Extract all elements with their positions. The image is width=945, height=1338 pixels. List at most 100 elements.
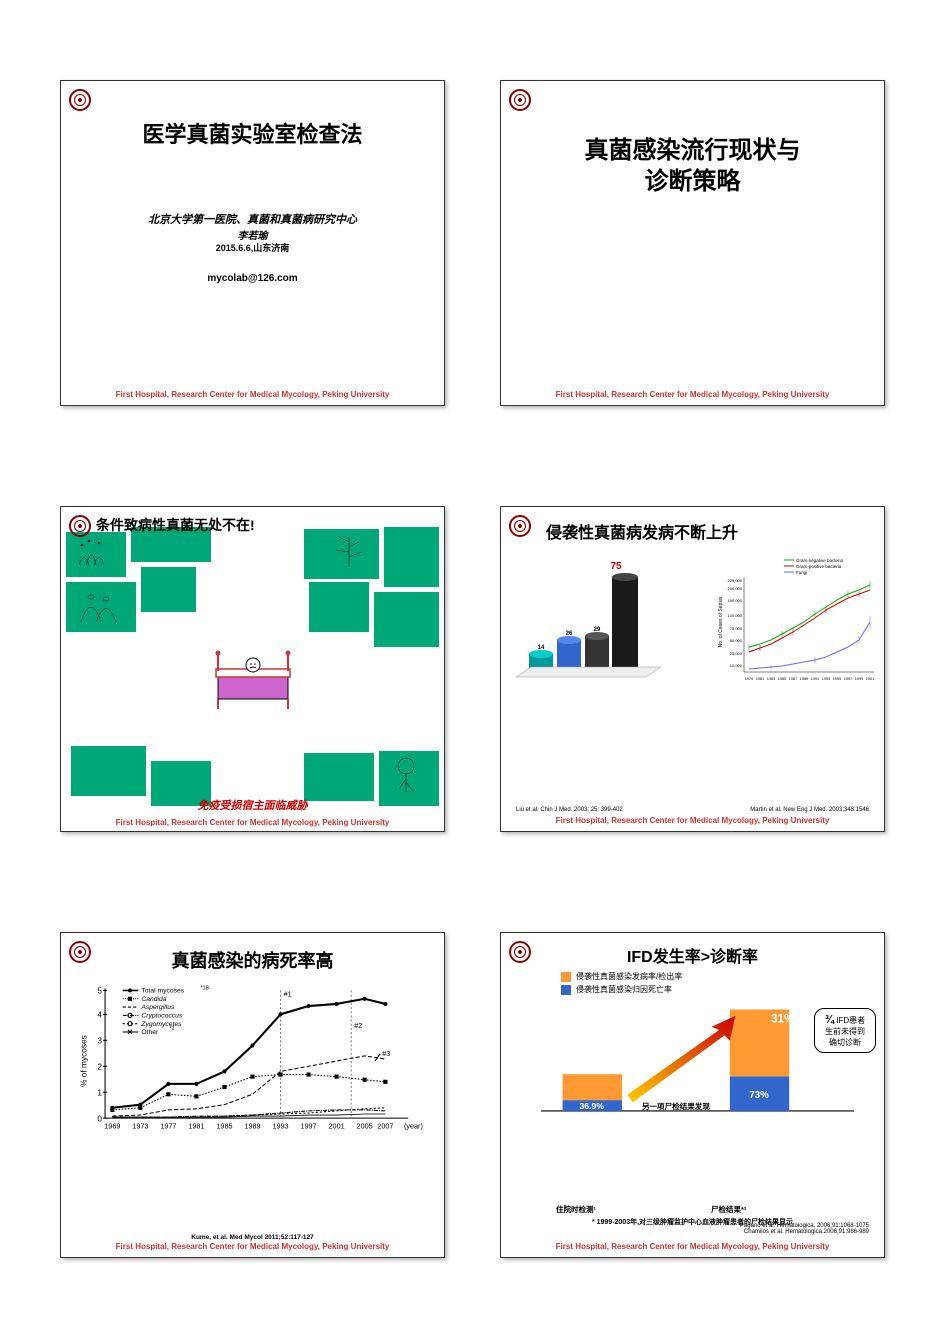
legend: Total mycoses*1B Candida Aspergillus Cry… — [123, 985, 210, 1036]
university-logo-icon — [69, 515, 91, 537]
svg-text:1985: 1985 — [778, 677, 786, 681]
svg-text:10,000: 10,000 — [730, 663, 743, 668]
footer: First Hospital, Research Center for Medi… — [61, 818, 444, 827]
footer: First Hospital, Research Center for Medi… — [501, 816, 884, 825]
svg-text:Total mycoses: Total mycoses — [141, 988, 184, 995]
svg-text:2001: 2001 — [866, 677, 874, 681]
svg-text:Zygomycetes: Zygomycetes — [140, 1021, 182, 1028]
svg-text:1997: 1997 — [300, 1122, 316, 1131]
svg-text:3: 3 — [97, 1035, 102, 1045]
slide3-title: 条件致病性真菌无处不在! — [96, 515, 255, 535]
svg-text:2007: 2007 — [377, 1122, 393, 1131]
slide3-warning: 免疫受损宿主面临威胁 — [198, 797, 308, 813]
slide6-bars: 36.9% 12.3% 73% 31% 另一项尸检结果发现 — [541, 1003, 854, 1122]
svg-text:Other: Other — [141, 1029, 159, 1036]
svg-text:50,000: 50,000 — [730, 638, 743, 643]
slide2-title-line1: 真菌感染流行现状与 — [501, 136, 884, 167]
svg-text:4: 4 — [97, 1009, 102, 1019]
svg-text:1973: 1973 — [132, 1122, 148, 1131]
svg-text:100,000: 100,000 — [728, 613, 743, 618]
svg-text:25,000: 25,000 — [730, 651, 743, 656]
svg-text:1993: 1993 — [272, 1122, 288, 1131]
university-logo-icon — [509, 515, 531, 537]
legend-label-1: 侵袭性真菌感染发病率/检出率 — [576, 971, 682, 982]
svg-text:200,000: 200,000 — [728, 586, 743, 591]
svg-text:(year): (year) — [404, 1122, 423, 1131]
svg-text:1977: 1977 — [160, 1122, 176, 1131]
footer: First Hospital, Research Center for Medi… — [501, 390, 884, 399]
footer: First Hospital, Research Center for Medi… — [501, 1242, 884, 1251]
svg-text:1995: 1995 — [833, 677, 841, 681]
svg-text:73%: 73% — [749, 1090, 769, 1101]
footer: First Hospital, Research Center for Medi… — [61, 1242, 444, 1251]
svg-text:29: 29 — [594, 627, 601, 633]
patient-bed-icon — [208, 639, 298, 709]
slide2-title: 真菌感染流行现状与 诊断策略 — [501, 136, 884, 198]
cite2: Chamilos et al. Hematologica.2006;91:986… — [740, 1229, 869, 1235]
svg-text:1985: 1985 — [216, 1122, 232, 1131]
slide-6: IFD发生率>诊断率 侵袭性真菌感染发病率/检出率 侵袭性真菌感染归因死亡率 3… — [500, 932, 885, 1258]
svg-text:1987: 1987 — [789, 677, 797, 681]
slide-2: 真菌感染流行现状与 诊断策略 First Hospital, Research … — [500, 80, 885, 406]
svg-text:1979: 1979 — [745, 677, 753, 681]
svg-text:#3: #3 — [382, 1049, 390, 1058]
line-gram-pos — [749, 590, 870, 652]
slide1-date: 2015.6.6,山东济南 — [61, 241, 444, 254]
svg-text:1969: 1969 — [104, 1122, 120, 1131]
university-logo-icon — [509, 89, 531, 111]
svg-text:150,000: 150,000 — [728, 598, 743, 603]
cite-left: Liu et al. Chin J Med. 2003; 25: 399-402 — [516, 807, 623, 813]
svg-text:26: 26 — [566, 631, 573, 637]
svg-text:1999: 1999 — [855, 677, 863, 681]
svg-text:2001: 2001 — [329, 1122, 345, 1131]
svg-text:2: 2 — [97, 1061, 102, 1071]
svg-text:0: 0 — [97, 1113, 102, 1123]
svg-text:2005: 2005 — [357, 1122, 373, 1131]
line-candida — [112, 1075, 385, 1110]
svg-text:1983: 1983 — [767, 677, 775, 681]
slide2-title-line2: 诊断策略 — [501, 167, 884, 198]
svg-text:#1: #1 — [284, 990, 292, 999]
line-gram-neg — [749, 585, 870, 647]
bar-left-orange — [563, 1074, 622, 1100]
slide1-email: mycolab@126.com — [61, 273, 444, 284]
slide4-bar-chart: 75 14 26 2 — [511, 557, 691, 692]
fungus-icon — [74, 535, 119, 570]
svg-text:75,000: 75,000 — [730, 626, 743, 631]
slide-3: 条件致病性真菌无处不在! — [60, 506, 445, 832]
legend-label-2: 侵袭性真菌感染归因死亡率 — [576, 984, 672, 995]
svg-text:1997: 1997 — [844, 677, 852, 681]
slide6-legend: 侵袭性真菌感染发病率/检出率 侵袭性真菌感染归因死亡率 — [561, 971, 682, 997]
fungus-icon — [76, 587, 126, 627]
slide6-title: IFD发生率>诊断率 — [501, 943, 884, 967]
line-aspergillus — [112, 1056, 385, 1116]
slide-4: 侵袭性真菌病发病不断上升 75 14 26 — [500, 506, 885, 832]
bar-4 — [612, 573, 638, 676]
svg-text:Gram-negative bacteria: Gram-negative bacteria — [796, 558, 844, 563]
fungus-icon — [384, 754, 429, 794]
peak-label: 75 — [610, 561, 622, 572]
slide6-note: ¾ IFD患者生前未得到确切诊断 — [814, 1008, 876, 1053]
slide5-cite: Kume, et al. Med Mycol 2011;52:117-127 — [61, 1234, 444, 1241]
slide4-line-chart: Gram-negative bacteria Gram-positive bac… — [714, 552, 879, 687]
slide-5: 真菌感染的病死率高 % of mycoses 0 1 2 3 4 5 19691… — [60, 932, 445, 1258]
slide5-title: 真菌感染的病死率高 — [61, 947, 444, 973]
fungus-icon — [324, 532, 374, 572]
yticks: 0 1 2 3 4 5 — [97, 986, 107, 1124]
svg-text:Aspergillus: Aspergillus — [140, 1004, 175, 1011]
slide4-title: 侵袭性真菌病发病不断上升 — [546, 519, 738, 543]
xticks: 197919811983 198519871989 199119931995 1… — [745, 677, 874, 681]
svg-text:31%: 31% — [771, 1011, 795, 1025]
svg-text:1989: 1989 — [800, 677, 808, 681]
svg-text:12.3%: 12.3% — [576, 1061, 607, 1073]
university-logo-icon — [69, 89, 91, 111]
svg-text:1993: 1993 — [822, 677, 830, 681]
slide1-institution: 北京大学第一医院、真菌和真菌病研究中心 — [61, 211, 444, 227]
svg-text:Cryptococcus: Cryptococcus — [141, 1012, 182, 1019]
slide-1: 医学真菌实验室检查法 北京大学第一医院、真菌和真菌病研究中心 李若瑜 2015.… — [60, 80, 445, 406]
svg-text:36.9%: 36.9% — [579, 1101, 604, 1111]
xlabel-right: 尸检结果*² — [711, 1204, 746, 1215]
slide5-chart: % of mycoses 0 1 2 3 4 5 196919731977 19… — [76, 978, 429, 1134]
slide1-author: 李若瑜 — [61, 227, 444, 242]
svg-text:5: 5 — [97, 986, 102, 996]
